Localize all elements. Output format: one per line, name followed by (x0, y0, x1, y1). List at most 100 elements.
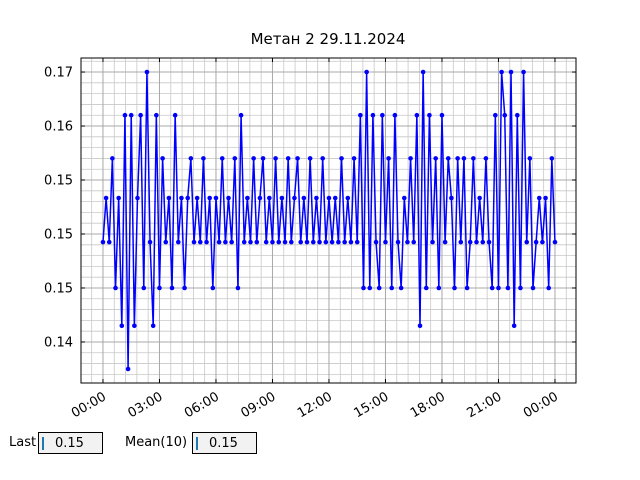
point (414, 112, 420, 118)
point (380, 112, 385, 118)
point (364, 69, 369, 75)
x-tick-label: 00:00 (521, 389, 561, 421)
point (279, 195, 285, 201)
point (518, 285, 523, 291)
point (342, 239, 347, 245)
point (141, 285, 147, 291)
point (295, 156, 300, 161)
point (116, 195, 121, 201)
x-tick-label: 09:00 (239, 389, 279, 421)
point (248, 239, 253, 245)
point (179, 195, 184, 201)
point (169, 285, 175, 291)
point (423, 285, 429, 291)
point (204, 239, 209, 245)
point (223, 239, 228, 245)
point (235, 285, 241, 291)
point (439, 112, 445, 118)
point (332, 195, 338, 201)
point (326, 195, 332, 201)
y-tick-label: 0.14 (44, 335, 73, 350)
point (113, 285, 118, 291)
point (251, 156, 256, 161)
point (351, 156, 357, 161)
point (408, 156, 413, 161)
point (339, 156, 344, 161)
text-box[interactable]: 0.15 (38, 432, 103, 454)
point (389, 285, 395, 291)
point (458, 239, 464, 245)
point (276, 239, 282, 245)
point (329, 239, 335, 245)
point (358, 112, 363, 118)
point (197, 239, 203, 245)
point (474, 239, 479, 245)
point (477, 195, 482, 201)
point (122, 112, 128, 118)
point (194, 195, 200, 201)
point (119, 323, 125, 329)
y-tick-label: 0.15 (44, 227, 73, 242)
point (191, 239, 197, 245)
point (502, 112, 508, 118)
point (405, 239, 410, 245)
point (304, 239, 310, 245)
point (467, 239, 473, 245)
point (144, 69, 150, 75)
point (420, 69, 426, 75)
point (370, 112, 376, 118)
x-tick-label: 18:00 (408, 389, 448, 421)
point (320, 156, 325, 161)
chart-title: Метан 2 29.11.2024 (251, 30, 406, 48)
x-tick-label: 21:00 (465, 389, 505, 421)
point (427, 112, 432, 118)
point (383, 239, 388, 245)
point (292, 195, 297, 201)
point (464, 285, 470, 291)
point (336, 239, 341, 245)
point (480, 239, 486, 245)
text-box[interactable]: 0.15 (192, 432, 257, 454)
point (182, 285, 187, 291)
point (310, 239, 316, 245)
point (348, 239, 354, 245)
point (207, 195, 212, 201)
point (245, 195, 250, 201)
point (176, 239, 181, 245)
point (496, 285, 501, 291)
point (392, 112, 398, 118)
point (527, 156, 533, 161)
point (398, 285, 404, 291)
point (226, 195, 231, 201)
point (376, 285, 382, 291)
widget-label: Mean(10) (125, 435, 188, 450)
point (241, 239, 247, 245)
point (172, 112, 178, 118)
point (546, 285, 551, 291)
point (395, 239, 401, 245)
point (282, 239, 288, 245)
point (540, 239, 545, 245)
point (147, 239, 153, 245)
point (417, 323, 423, 329)
point (213, 195, 219, 201)
point (386, 156, 391, 161)
x-tick-label: 03:00 (126, 389, 166, 421)
point (345, 195, 351, 201)
point (367, 285, 373, 291)
point (549, 156, 555, 161)
point (511, 323, 517, 329)
point (163, 239, 169, 245)
point (524, 239, 530, 245)
point (489, 285, 495, 291)
point (445, 156, 451, 161)
point (483, 156, 489, 161)
point (238, 112, 244, 118)
point (508, 69, 514, 75)
point (461, 156, 467, 161)
point (267, 195, 272, 201)
point (449, 195, 454, 201)
point (106, 239, 112, 245)
point (125, 366, 131, 372)
point (229, 239, 234, 245)
